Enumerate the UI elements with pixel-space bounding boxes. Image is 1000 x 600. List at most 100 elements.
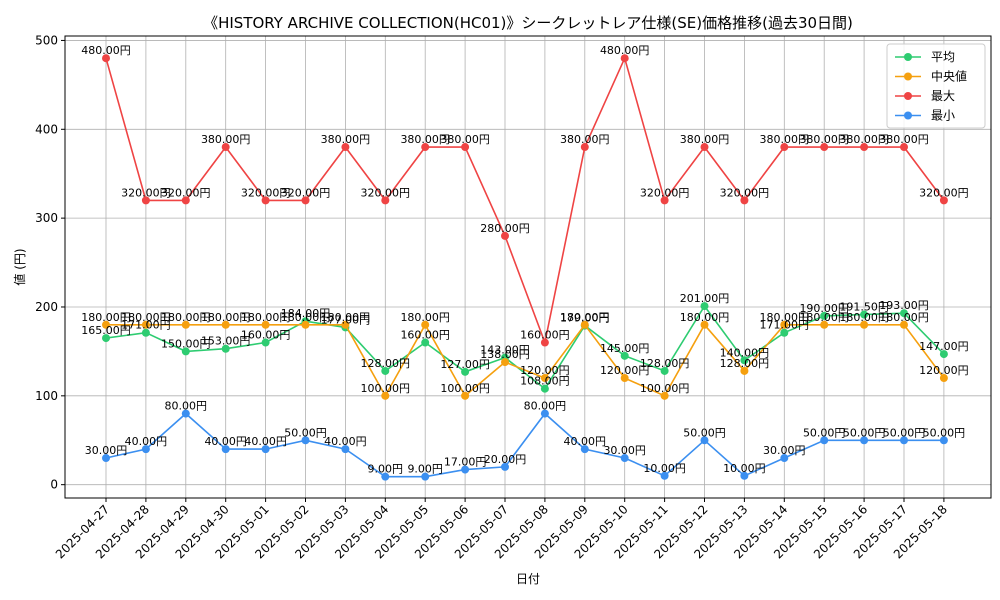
data-point — [900, 320, 908, 329]
data-label: 180.00円 — [201, 311, 251, 324]
data-label: 180.00円 — [121, 311, 171, 324]
data-label: 380.00円 — [201, 133, 251, 146]
data-point — [141, 445, 150, 454]
data-point — [860, 143, 869, 152]
data-label: 180.00円 — [799, 311, 849, 324]
data-label: 9.00円 — [407, 463, 443, 476]
plot-frame — [64, 35, 992, 499]
data-point — [740, 366, 749, 375]
data-label: 184.00円 — [281, 307, 331, 320]
data-label: 380.00円 — [400, 133, 450, 146]
data-label: 50.00円 — [683, 426, 726, 439]
x-axis-label: 日付 — [516, 572, 540, 586]
data-point — [102, 454, 110, 463]
data-point — [820, 436, 829, 445]
data-label: 193.00円 — [879, 299, 929, 312]
data-label: 128.00円 — [720, 357, 770, 370]
legend-label: 平均 — [931, 50, 955, 64]
data-label: 10.00円 — [643, 462, 686, 475]
x-axis: 2025-04-272025-04-282025-04-292025-04-30… — [53, 498, 950, 561]
data-label: 179.00円 — [560, 312, 610, 325]
data-label: 40.00円 — [204, 435, 247, 448]
data-point — [141, 320, 150, 329]
data-point — [660, 366, 669, 375]
legend-marker — [904, 111, 912, 120]
series-line-2 — [105, 55, 945, 346]
data-label: 480.00円 — [81, 44, 131, 57]
data-label: 180.00円 — [879, 311, 929, 324]
data-label: 180.00円 — [560, 311, 610, 324]
data-label: 145.00円 — [600, 342, 650, 355]
data-label: 50.00円 — [803, 426, 846, 439]
data-label: 380.00円 — [680, 133, 730, 146]
data-point — [381, 196, 390, 205]
data-label: 320.00円 — [121, 186, 171, 199]
data-label: 40.00円 — [125, 435, 168, 448]
data-label: 120.00円 — [520, 364, 570, 377]
data-label: 40.00円 — [564, 435, 607, 448]
data-point — [301, 436, 310, 445]
data-label: 147.00円 — [919, 340, 969, 353]
data-label: 380.00円 — [440, 133, 490, 146]
data-label: 160.00円 — [520, 329, 570, 342]
data-point — [939, 436, 948, 445]
legend-marker — [904, 53, 912, 61]
data-label: 177.00円 — [321, 313, 371, 326]
data-label: 171.00円 — [121, 319, 171, 332]
legend-box — [886, 43, 986, 129]
data-label: 280.00円 — [480, 222, 530, 235]
y-tick-label: 300 — [35, 211, 58, 225]
data-point — [939, 196, 948, 205]
data-point — [381, 472, 390, 481]
data-label: 201.00円 — [680, 292, 730, 305]
data-point — [939, 374, 948, 383]
data-label: 180.00円 — [400, 311, 450, 324]
grid — [65, 36, 991, 498]
data-point — [501, 462, 509, 471]
data-point — [660, 391, 669, 400]
data-label: 480.00円 — [600, 44, 650, 57]
data-label: 380.00円 — [760, 133, 810, 146]
data-point — [620, 351, 629, 360]
data-label: 180.00円 — [839, 311, 889, 324]
data-point — [501, 358, 509, 367]
data-label: 127.00円 — [440, 358, 490, 371]
data-point — [181, 409, 190, 418]
data-label: 9.00円 — [368, 463, 404, 476]
legend-label: 最小 — [931, 109, 955, 123]
data-label: 320.00円 — [161, 186, 211, 199]
data-label: 171.00円 — [760, 319, 810, 332]
data-label: 320.00円 — [281, 186, 331, 199]
data-label: 180.00円 — [680, 311, 730, 324]
data-point — [341, 320, 350, 329]
data-label: 320.00円 — [720, 186, 770, 199]
data-label: 140.00円 — [720, 346, 770, 359]
data-point — [780, 320, 789, 329]
data-label: 160.00円 — [400, 329, 450, 342]
data-point — [660, 471, 669, 480]
data-point — [860, 310, 869, 319]
data-point — [102, 54, 110, 63]
data-point — [620, 374, 629, 383]
chart-title: 《HISTORY ARCHIVE COLLECTION(HC01)》シークレット… — [203, 14, 853, 32]
data-label: 320.00円 — [361, 186, 411, 199]
data-label: 160.00円 — [241, 329, 291, 342]
data-point — [700, 320, 709, 329]
data-label: 50.00円 — [284, 426, 327, 439]
data-label: 80.00円 — [524, 400, 567, 413]
legend-label: 中央値 — [931, 69, 967, 84]
series-line-3 — [105, 412, 944, 478]
data-point — [939, 350, 948, 359]
data-label: 150.00円 — [161, 337, 211, 350]
data-point — [540, 374, 549, 383]
data-label: 100.00円 — [640, 382, 690, 395]
data-label: 143.00円 — [480, 344, 530, 357]
data-point — [341, 445, 350, 454]
data-point — [780, 454, 789, 463]
data-label: 380.00円 — [321, 133, 371, 146]
y-axis-label: 値 (円) — [12, 248, 27, 285]
y-tick-label: 400 — [35, 122, 58, 136]
data-point — [900, 309, 908, 318]
